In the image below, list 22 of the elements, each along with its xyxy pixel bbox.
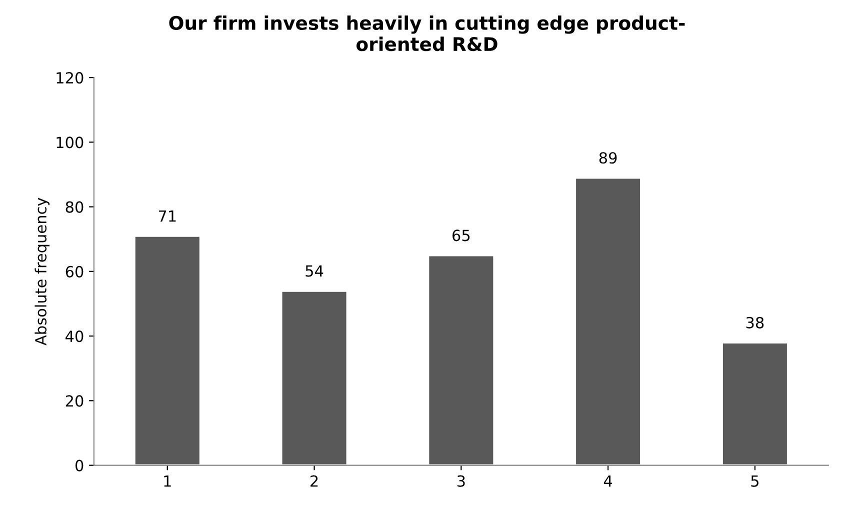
bar [280, 290, 348, 466]
y-tick-label: 100 [56, 136, 84, 148]
y-tick-label: 20 [66, 395, 84, 407]
data-label: 38 [746, 316, 764, 328]
y-tick-label: 40 [66, 330, 84, 342]
y-tick-label: 80 [66, 201, 84, 213]
y-tick-label: 120 [56, 72, 84, 84]
chart-title: Our firm invests heavily in cutting edge product- oriented R&D [169, 16, 685, 52]
data-label: 71 [158, 210, 176, 222]
x-tick-label: 1 [164, 475, 171, 487]
data-label: 89 [599, 152, 617, 164]
x-tick-label: 2 [310, 475, 318, 487]
data-label: 65 [452, 230, 470, 242]
y-tick-label: 60 [66, 266, 84, 278]
y-tick-label: 0 [76, 460, 84, 472]
x-tick-label: 5 [751, 475, 758, 487]
x-tick-label: 3 [457, 475, 465, 487]
y-axis-title: Absolute frequency [34, 198, 50, 346]
x-tick-label: 4 [604, 475, 612, 487]
bar [133, 234, 202, 466]
data-label: 54 [306, 265, 324, 277]
bar [427, 254, 496, 466]
